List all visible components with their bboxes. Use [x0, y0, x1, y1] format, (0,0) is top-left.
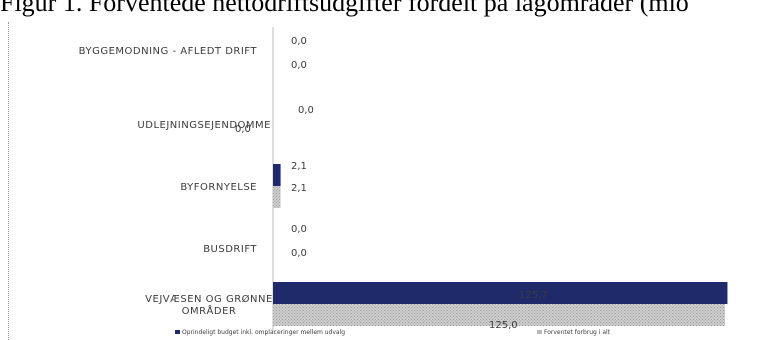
figure-title: Figur 1. Forventede nettodriftsudgifter … — [0, 0, 689, 17]
category-label: BYGGEMODNING - AFLEDT DRIFT — [79, 46, 258, 57]
value-label: 125,0 — [489, 320, 518, 331]
value-label: 125,7 — [519, 290, 548, 301]
legend: Oprindeligt budget inkl. omplaceringer m… — [175, 329, 611, 336]
bars — [273, 164, 728, 326]
legend-label-forbrug: Forventet forbrug i alt — [544, 329, 611, 336]
value-label: 0,0 — [291, 224, 307, 235]
value-label: 0,0 — [235, 124, 251, 135]
category-label: BUSDRIFT — [203, 244, 257, 255]
value-label: 0,0 — [298, 105, 314, 116]
category-label: VEJVÆSEN OG GRØNNE OMRÅDER — [145, 293, 273, 317]
value-label: 2,1 — [291, 183, 307, 194]
legend-swatch-forbrug — [537, 330, 542, 334]
bar-budget — [273, 282, 728, 304]
category-label: UDLEJNINGSEJENDOMME — [137, 120, 271, 131]
value-labels: 0,0 0,0 0,0 0,0 2,1 2,1 0,0 0,0 125,7 125,0 — [235, 36, 548, 331]
bar-chart: BYGGEMODNING - AFLEDT DRIFT UDLEJNINGSEJE… — [79, 27, 728, 336]
bar-budget — [273, 164, 281, 186]
value-label: 2,1 — [291, 161, 307, 172]
bar-forbrug — [273, 186, 281, 208]
legend-swatch-budget — [175, 330, 180, 334]
bar-forbrug — [273, 304, 725, 326]
value-label: 0,0 — [291, 248, 307, 259]
legend-label-budget: Oprindeligt budget inkl. omplaceringer m… — [182, 329, 345, 336]
value-label: 0,0 — [291, 36, 307, 47]
category-label: BYFORNYELSE — [180, 182, 257, 193]
category-labels: BYGGEMODNING - AFLEDT DRIFT UDLEJNINGSEJE… — [79, 46, 273, 317]
value-label: 0,0 — [291, 60, 307, 71]
chart-area: BYGGEMODNING - AFLEDT DRIFT UDLEJNINGSEJE… — [8, 22, 776, 340]
